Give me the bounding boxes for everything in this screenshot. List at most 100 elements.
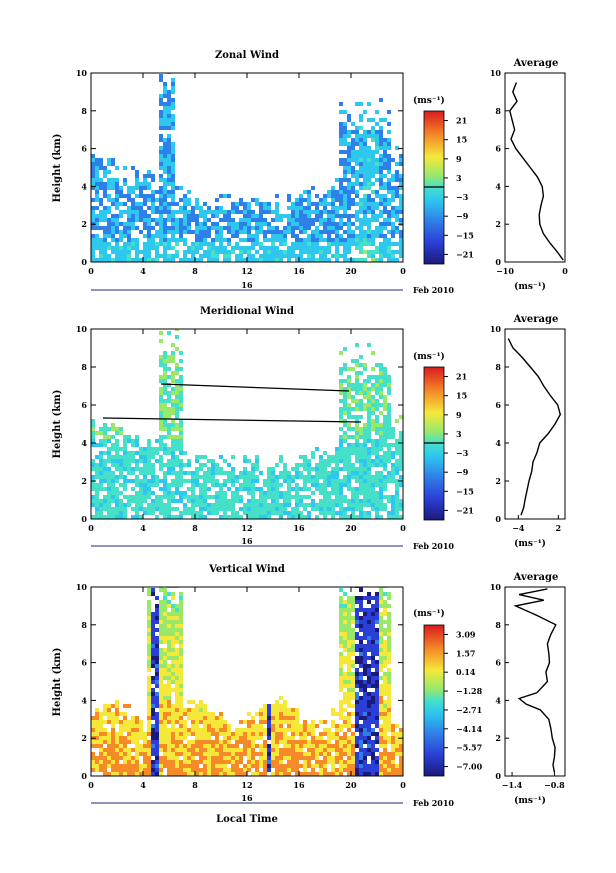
- x-ticks: 0 4 8 12 16 20 0: [88, 73, 406, 276]
- field-cell: [359, 604, 363, 608]
- field-cell: [379, 483, 383, 487]
- field-cell: [103, 246, 107, 250]
- field-cell: [291, 736, 295, 740]
- field-cell: [147, 467, 151, 471]
- field-cell: [103, 772, 107, 776]
- field-cell: [371, 616, 375, 620]
- field-cell: [95, 708, 99, 712]
- field-cell: [123, 439, 127, 443]
- field-cell: [163, 90, 167, 94]
- colorbar-tick-label: 15: [456, 135, 467, 145]
- field-cell: [155, 728, 159, 732]
- field-cell: [231, 467, 235, 471]
- field-cell: [403, 487, 407, 491]
- field-cell: [399, 459, 403, 463]
- field-cell: [267, 712, 271, 716]
- field-cell: [143, 756, 147, 760]
- field-cell: [339, 134, 343, 138]
- field-cell: [255, 732, 259, 736]
- field-cell: [363, 214, 367, 218]
- field-cell: [391, 744, 395, 748]
- field-cell: [191, 772, 195, 776]
- field-cell: [103, 760, 107, 764]
- field-cell: [167, 126, 171, 130]
- field-cell: [103, 712, 107, 716]
- field-cell: [243, 210, 247, 214]
- field-cell: [147, 720, 151, 724]
- field-cell: [171, 154, 175, 158]
- field-cell: [375, 668, 379, 672]
- field-cell: [207, 756, 211, 760]
- field-cell: [251, 515, 255, 519]
- field-cell: [179, 491, 183, 495]
- field-cell: [395, 174, 399, 178]
- field-cell: [319, 760, 323, 764]
- field-cell: [355, 102, 359, 106]
- field-cell: [363, 515, 367, 519]
- field-cell: [291, 250, 295, 254]
- field-cell: [359, 407, 363, 411]
- field-cell: [227, 728, 231, 732]
- field-cell: [323, 495, 327, 499]
- field-cell: [227, 768, 231, 772]
- field-cell: [347, 451, 351, 455]
- field-cell: [283, 748, 287, 752]
- field-cell: [139, 503, 143, 507]
- field-cell: [183, 210, 187, 214]
- field-cell: [163, 724, 167, 728]
- field-cell: [359, 435, 363, 439]
- field-cell: [107, 507, 111, 511]
- field-cell: [275, 720, 279, 724]
- field-cell: [319, 246, 323, 250]
- field-cell: [103, 515, 107, 519]
- field-cell: [311, 475, 315, 479]
- field-cell: [179, 624, 183, 628]
- field-cell: [351, 495, 355, 499]
- field-cell: [307, 467, 311, 471]
- field-cell: [371, 648, 375, 652]
- field-cell: [371, 387, 375, 391]
- colorbar-tick-label: −3: [456, 192, 469, 202]
- field-cell: [199, 495, 203, 499]
- field-cell: [159, 640, 163, 644]
- field-cell: [347, 752, 351, 756]
- field-cell: [95, 511, 99, 515]
- field-cell: [159, 395, 163, 399]
- field-cell: [327, 194, 331, 198]
- field-cell: [159, 612, 163, 616]
- field-cell: [235, 772, 239, 776]
- field-cell: [199, 708, 203, 712]
- field-cell: [363, 178, 367, 182]
- field-cell: [151, 479, 155, 483]
- field-cell: [175, 744, 179, 748]
- field-cell: [355, 150, 359, 154]
- field-cell: [347, 158, 351, 162]
- field-cell: [255, 226, 259, 230]
- field-cell: [339, 499, 343, 503]
- field-cell: [383, 764, 387, 768]
- field-cell: [323, 511, 327, 515]
- avg-y-tick-label: 6: [495, 400, 501, 410]
- field-cell: [275, 716, 279, 720]
- field-cell: [91, 226, 95, 230]
- field-cell: [159, 190, 163, 194]
- field-cell: [351, 487, 355, 491]
- field-cell: [355, 202, 359, 206]
- field-cell: [191, 230, 195, 234]
- field-cell: [211, 471, 215, 475]
- field-cell: [187, 479, 191, 483]
- field-cell: [183, 218, 187, 222]
- field-cell: [171, 740, 175, 744]
- field-cell: [299, 772, 303, 776]
- field-cell: [179, 636, 183, 640]
- field-cell: [243, 720, 247, 724]
- field-cell: [315, 507, 319, 511]
- field-cell: [163, 258, 167, 262]
- field-cell: [139, 194, 143, 198]
- field-cell: [347, 507, 351, 511]
- field-cell: [207, 226, 211, 230]
- field-cell: [155, 664, 159, 668]
- field-cell: [91, 463, 95, 467]
- field-cell: [151, 768, 155, 772]
- field-cell: [95, 716, 99, 720]
